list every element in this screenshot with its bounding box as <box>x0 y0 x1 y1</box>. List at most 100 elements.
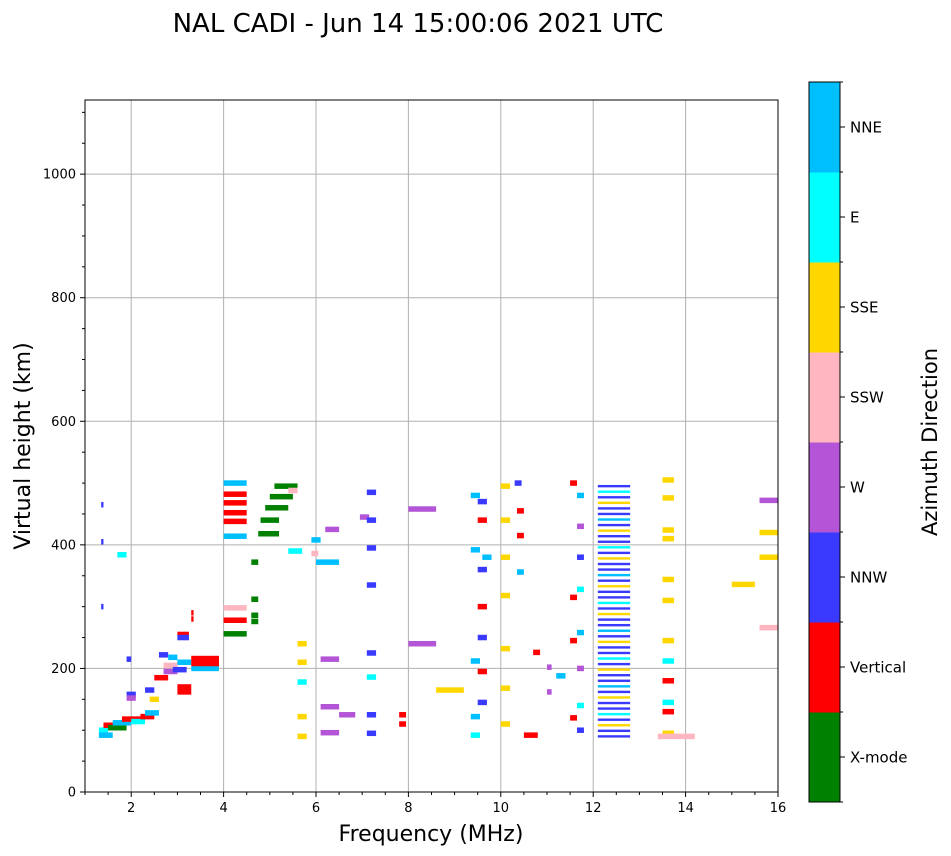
echo-mark <box>597 535 631 538</box>
y-tick-label: 400 <box>51 538 76 553</box>
echo-mark <box>597 529 631 532</box>
echo-mark <box>477 668 487 675</box>
echo-mark <box>577 586 584 593</box>
echo-mark <box>117 551 127 558</box>
echo-mark <box>311 537 321 543</box>
echo-mark <box>269 493 293 500</box>
colorbar-segment <box>809 712 840 803</box>
x-tick-label: 8 <box>404 801 412 816</box>
echo-mark <box>577 727 584 733</box>
y-tick-label: 0 <box>68 786 76 801</box>
chart-title: NAL CADI - Jun 14 15:00:06 2021 UTC <box>173 9 664 39</box>
echo-mark <box>597 546 631 549</box>
echo-mark <box>500 483 511 489</box>
echo-mark <box>177 631 189 638</box>
echo-mark <box>101 603 104 610</box>
echo-mark <box>570 480 578 486</box>
echo-mark <box>597 662 631 666</box>
echo-mark <box>470 547 481 553</box>
echo-mark <box>597 690 631 694</box>
echo-mark <box>191 616 194 622</box>
echo-mark <box>140 713 155 720</box>
echo-mark <box>325 526 340 533</box>
echo-mark <box>597 640 631 644</box>
echo-mark <box>597 590 631 594</box>
echo-mark <box>597 579 631 582</box>
echo-mark <box>500 592 511 599</box>
echo-mark <box>597 568 631 571</box>
echo-mark <box>533 649 541 656</box>
echo-mark <box>597 496 631 499</box>
echo-mark <box>597 618 631 621</box>
echo-mark <box>597 551 631 555</box>
echo-mark <box>320 729 340 736</box>
x-tick-label: 12 <box>585 801 602 816</box>
echo-mark <box>577 523 584 530</box>
echo-mark <box>477 603 487 610</box>
echo-mark <box>662 730 675 737</box>
colorbar-tick-label: E <box>850 209 859 227</box>
echo-mark <box>297 659 307 665</box>
echo-mark <box>223 509 247 516</box>
y-tick-label: 1000 <box>43 168 76 183</box>
echo-mark <box>597 490 631 493</box>
echo-mark <box>597 724 631 727</box>
echo-mark <box>570 594 578 601</box>
echo-mark <box>366 489 377 496</box>
echo-mark <box>223 631 247 637</box>
echo-mark <box>366 582 377 588</box>
colorbar-segment <box>809 622 840 713</box>
echo-mark <box>288 548 303 554</box>
echo-mark <box>191 610 194 616</box>
echo-mark <box>547 689 552 695</box>
echo-mark <box>597 701 631 705</box>
echo-mark <box>500 645 511 652</box>
echo-mark <box>251 612 259 619</box>
echo-mark <box>316 559 340 565</box>
echo-mark <box>662 535 675 542</box>
echo-mark <box>547 664 552 670</box>
echo-mark <box>251 618 259 625</box>
echo-mark <box>177 659 192 665</box>
echo-mark <box>223 500 247 506</box>
echo-mark <box>577 629 584 636</box>
x-tick-label: 10 <box>493 801 510 816</box>
colorbar-tick-label: SSW <box>850 389 884 407</box>
echo-mark <box>759 497 778 504</box>
echo-mark <box>523 732 538 738</box>
echo-mark <box>359 514 370 520</box>
echo-mark <box>577 702 584 709</box>
echo-mark <box>260 517 280 523</box>
echo-mark <box>131 718 146 725</box>
echo-mark <box>570 715 578 721</box>
plot-background <box>85 100 778 792</box>
echo-mark <box>223 605 247 611</box>
x-tick-label: 6 <box>312 801 320 816</box>
echo-mark <box>500 554 511 560</box>
colorbar-segment <box>809 352 840 443</box>
echo-mark <box>500 721 511 727</box>
echo-mark <box>662 699 675 706</box>
echo-mark <box>500 685 511 691</box>
echo-mark <box>597 601 631 605</box>
echo-mark <box>366 730 377 737</box>
echo-mark <box>662 637 675 644</box>
echo-mark <box>597 696 631 699</box>
echo-mark <box>597 679 631 682</box>
echo-mark <box>168 654 178 661</box>
echo-mark <box>597 585 631 588</box>
echo-mark <box>597 646 631 649</box>
echo-mark <box>597 623 631 627</box>
echo-mark <box>98 727 109 733</box>
echo-mark <box>597 712 631 716</box>
echo-mark <box>145 687 155 693</box>
echo-mark <box>597 651 631 655</box>
x-tick-label: 16 <box>770 801 787 816</box>
y-axis-label: Virtual height (km) <box>11 342 36 549</box>
echo-mark <box>297 640 307 647</box>
echo-mark <box>577 665 584 672</box>
colorbar-segment <box>809 532 840 623</box>
echo-mark <box>662 658 675 664</box>
echo-mark <box>177 684 192 690</box>
echo-mark <box>98 732 113 738</box>
